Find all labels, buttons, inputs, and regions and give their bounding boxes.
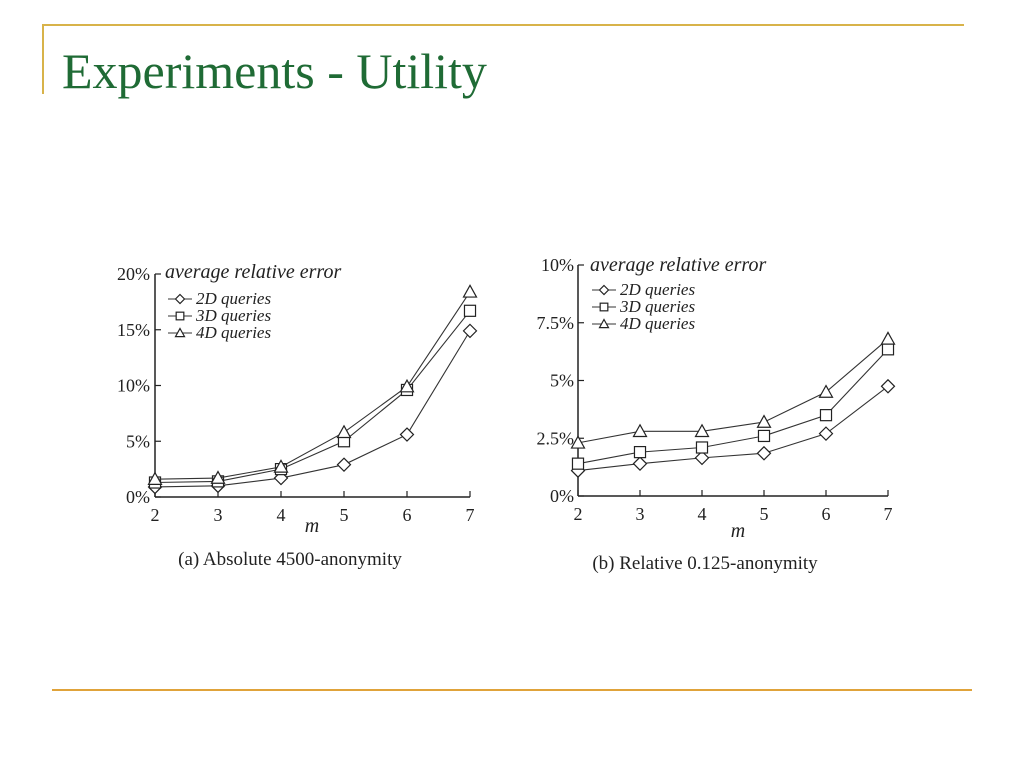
series-line-square <box>154 310 471 484</box>
x-tick-label: 4 <box>277 505 286 525</box>
data-point-diamond <box>462 323 478 339</box>
slide-frame-left-rule <box>42 24 44 94</box>
data-point-square <box>695 441 709 454</box>
data-point-diamond <box>818 426 834 441</box>
data-point-triangle <box>147 471 163 485</box>
chart-title: average relative error <box>165 261 341 283</box>
data-point-triangle <box>756 414 772 428</box>
data-point-square <box>571 457 585 470</box>
data-point-triangle <box>210 470 226 484</box>
data-point-triangle <box>694 423 710 438</box>
x-tick-label: 6 <box>822 504 831 524</box>
x-tick-label: 7 <box>884 504 893 524</box>
data-point-square <box>463 304 477 317</box>
legend-label: 4D queries <box>620 314 695 333</box>
y-tick-label: 0% <box>550 486 574 506</box>
y-tick-label: 15% <box>117 320 150 340</box>
data-point-triangle <box>570 435 586 449</box>
x-tick-label: 5 <box>340 505 349 525</box>
y-tick-label: 2.5% <box>537 428 575 448</box>
data-point-triangle <box>399 378 415 393</box>
x-tick-label: 4 <box>698 504 707 524</box>
x-tick-label: 3 <box>636 504 645 524</box>
x-tick-label: 6 <box>403 505 412 525</box>
data-point-diamond <box>694 450 710 466</box>
chart-caption: (b) Relative 0.125-anonymity <box>592 553 818 574</box>
y-tick-label: 7.5% <box>537 313 575 333</box>
series-line-triangle <box>154 291 471 480</box>
data-point-triangle <box>818 384 834 398</box>
y-tick-label: 5% <box>550 371 574 391</box>
data-point-square <box>633 445 647 459</box>
data-point-triangle <box>880 331 896 345</box>
y-tick-label: 20% <box>117 264 150 284</box>
legend-marker-diamond <box>598 284 610 296</box>
x-axis-label: m <box>731 520 745 542</box>
series-line-diamond <box>577 385 889 472</box>
y-tick-label: 10% <box>117 376 150 396</box>
legend-label: 2D queries <box>196 289 271 308</box>
data-point-triangle <box>273 459 289 473</box>
slide-frame-top-rule <box>42 24 964 26</box>
legend-label: 3D queries <box>195 306 271 325</box>
data-point-diamond <box>880 378 896 394</box>
x-tick-label: 7 <box>466 505 475 525</box>
legend-marker-square <box>175 311 185 321</box>
chart-caption: (a) Absolute 4500-anonymity <box>178 549 402 570</box>
legend-marker-triangle <box>598 318 610 329</box>
data-point-triangle <box>462 284 478 298</box>
series-line-diamond <box>154 330 471 488</box>
y-tick-label: 0% <box>126 487 150 507</box>
chart-a-group: 0% 5% 10% 15% 20% 2 3 4 5 6 7 average relative erro… <box>117 261 478 570</box>
x-tick-label: 2 <box>151 505 160 525</box>
data-point-diamond <box>632 456 648 472</box>
data-point-square <box>881 343 895 356</box>
y-tick-label: 5% <box>126 431 150 451</box>
data-point-triangle <box>336 424 352 439</box>
legend-marker-triangle <box>174 327 186 338</box>
legend-marker-diamond <box>174 293 186 305</box>
chart-title: average relative error <box>590 254 766 276</box>
data-point-square <box>819 409 833 422</box>
data-point-triangle <box>632 423 648 438</box>
x-tick-label: 2 <box>574 504 583 524</box>
slide-bottom-rule <box>52 689 972 691</box>
series-line-square <box>577 348 889 465</box>
data-point-square <box>757 429 771 443</box>
legend-marker-square <box>599 302 609 312</box>
legend-label: 2D queries <box>620 280 695 299</box>
x-tick-label: 3 <box>214 505 223 525</box>
data-point-diamond <box>336 457 352 473</box>
slide-title: Experiments - Utility <box>62 43 487 99</box>
x-axis-label: m <box>305 515 319 537</box>
legend-label: 3D queries <box>619 297 695 316</box>
chart-b-group: 0% 2.5% 5% 7.5% 10% 2 3 4 5 6 7 average relative er… <box>537 254 896 574</box>
data-point-diamond <box>399 427 415 442</box>
series-line-triangle <box>577 338 889 444</box>
data-point-diamond <box>756 445 772 461</box>
legend-label: 4D queries <box>196 323 271 342</box>
x-tick-label: 5 <box>760 504 769 524</box>
y-tick-label: 10% <box>541 255 574 275</box>
